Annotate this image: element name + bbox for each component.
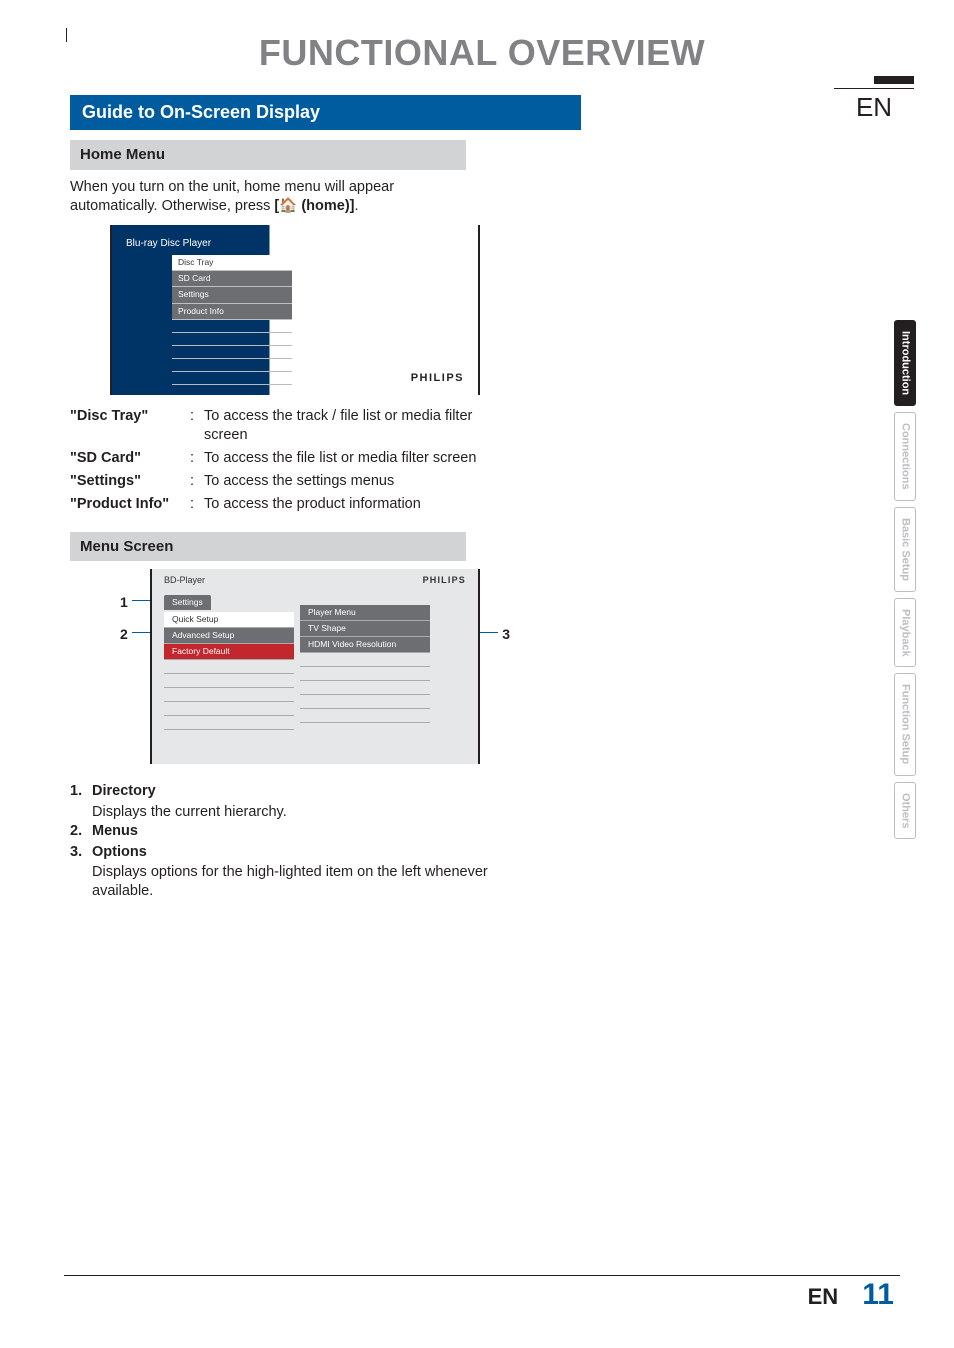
left-col-header: Settings — [164, 595, 211, 610]
footer-rule — [64, 1275, 900, 1276]
page-footer: EN 11 — [808, 1275, 894, 1314]
crop-mark — [66, 28, 67, 42]
page-title: FUNCTIONAL OVERVIEW — [70, 30, 894, 77]
menu-item: Disc Tray — [172, 255, 292, 271]
list-desc: Displays options for the high-lighted it… — [92, 863, 498, 901]
language-code: EN — [834, 88, 914, 125]
list-desc: Displays the current hierarchy. — [92, 803, 498, 822]
footer-page-number: 11 — [862, 1278, 894, 1311]
subheading-menu-screen: Menu Screen — [70, 532, 466, 562]
tab-playback[interactable]: Playback — [894, 598, 916, 668]
home-menu-intro: When you turn on the unit, home menu wil… — [70, 178, 466, 216]
tab-function-setup[interactable]: Function Setup — [894, 673, 916, 775]
brand-label: PHILIPS — [411, 371, 464, 385]
side-nav-tabs: Introduction Connections Basic Setup Pla… — [894, 320, 916, 845]
menu-screen-screenshot: 1 2 3 BD-Player PHILIPS Settings Quick S… — [120, 569, 510, 764]
callout-2: 2 — [120, 625, 128, 643]
home-menu-definitions: "Disc Tray": To access the track / file … — [70, 407, 482, 513]
menu-row: Advanced Setup — [164, 628, 294, 644]
menu-row: HDMI Video Resolution — [300, 637, 430, 653]
callout-3: 3 — [502, 625, 510, 643]
panel-header-left: BD-Player — [164, 575, 205, 587]
menu-item: SD Card — [172, 271, 292, 287]
subheading-home-menu: Home Menu — [70, 140, 466, 170]
tab-connections[interactable]: Connections — [894, 412, 916, 501]
right-column: Player Menu TV Shape HDMI Video Resoluti… — [300, 605, 430, 723]
language-tab: EN — [834, 76, 914, 125]
footer-lang: EN — [808, 1284, 839, 1309]
def-row: "Settings": To access the settings menus — [70, 472, 482, 491]
panel-brand: PHILIPS — [423, 575, 466, 587]
menu-row: Player Menu — [300, 605, 430, 621]
menu-row: Quick Setup — [164, 612, 294, 628]
tab-introduction[interactable]: Introduction — [894, 320, 916, 406]
menu-item: Product Info — [172, 304, 292, 320]
tab-others[interactable]: Others — [894, 782, 916, 839]
tab-basic-setup[interactable]: Basic Setup — [894, 507, 916, 592]
def-row: "Product Info": To access the product in… — [70, 495, 482, 514]
menu-row: Factory Default — [164, 644, 294, 660]
left-column: Settings Quick Setup Advanced Setup Fact… — [164, 591, 294, 730]
callout-1: 1 — [120, 593, 128, 611]
section-heading: Guide to On-Screen Display — [70, 95, 581, 130]
home-menu-screenshot: Blu-ray Disc Player Disc Tray SD Card Se… — [110, 225, 480, 395]
def-row: "Disc Tray": To access the track / file … — [70, 407, 482, 445]
menu-row: TV Shape — [300, 621, 430, 637]
def-row: "SD Card": To access the file list or me… — [70, 449, 482, 468]
menu-item: Settings — [172, 287, 292, 303]
menu-screen-list: 1.Directory Displays the current hierarc… — [70, 782, 498, 901]
screenshot-title: Blu-ray Disc Player — [122, 237, 468, 250]
